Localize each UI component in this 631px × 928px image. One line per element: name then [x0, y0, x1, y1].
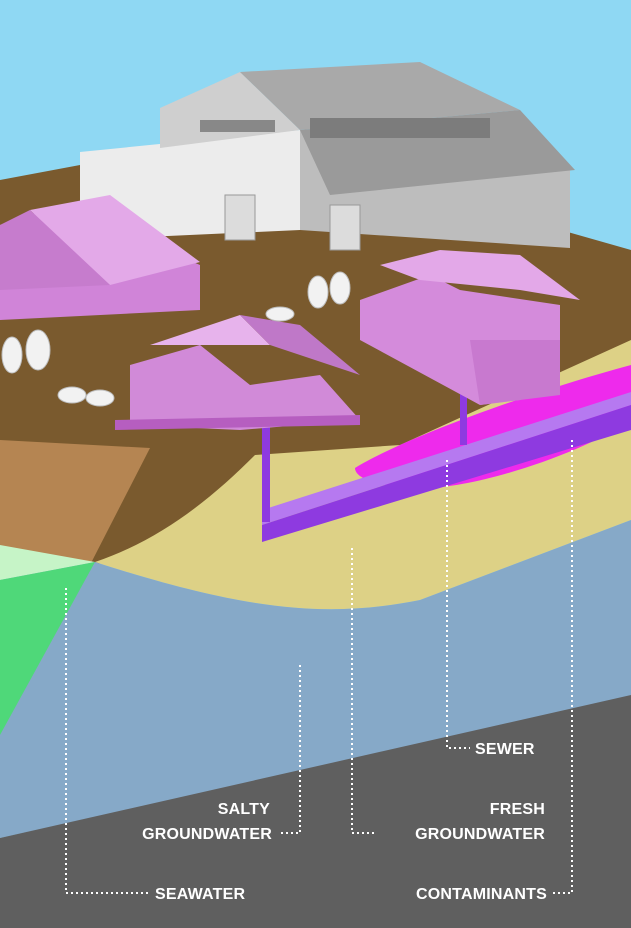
label-contaminants: CONTAMINANTS [416, 886, 547, 903]
seawater-light [0, 545, 95, 580]
label-fresh-line1: FRESH [490, 801, 545, 818]
label-sewer: SEWER [475, 741, 535, 758]
seawater-body [0, 562, 95, 735]
salty-groundwater-layer [0, 520, 631, 838]
leader-seawater [65, 588, 150, 894]
sewer-pipe-side [262, 405, 631, 542]
leader-fresh-groundwater [351, 548, 374, 834]
label-seawater: SEAWATER [155, 886, 245, 903]
leader-sewer [446, 460, 470, 749]
label-salty-line1: SALTY [218, 801, 270, 818]
bedrock-layer [0, 695, 631, 928]
drain-pipe-left [262, 422, 270, 522]
house-left [0, 195, 200, 320]
contaminant-plume [355, 365, 631, 489]
trees-and-rocks [1, 271, 351, 407]
leader-lines [65, 440, 573, 894]
label-salty-line2: GROUNDWATER [142, 826, 272, 843]
leader-contaminants [552, 440, 573, 894]
leader-salty-groundwater [278, 665, 301, 834]
house-center [115, 315, 360, 430]
house-right [360, 250, 580, 405]
soil-cross-section [0, 440, 150, 565]
warehouse [80, 62, 575, 251]
label-fresh-line2: GROUNDWATER [415, 826, 545, 843]
sewer-pipe [262, 392, 631, 525]
